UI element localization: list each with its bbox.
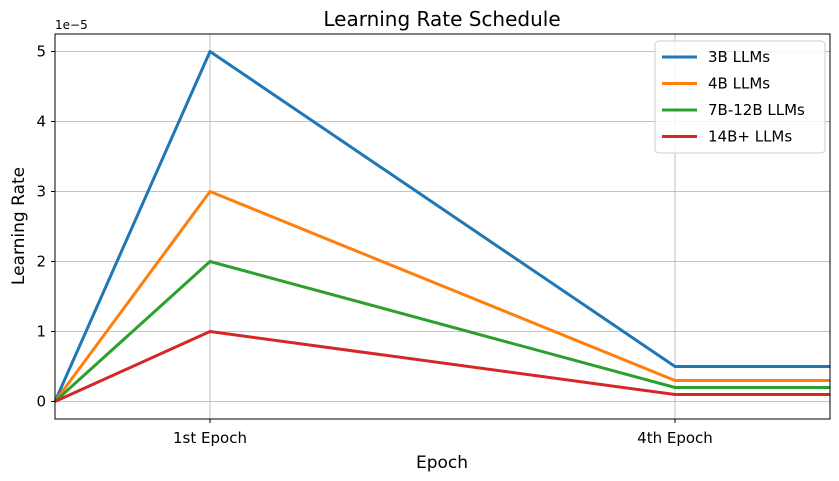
y-tick-label: 3	[36, 183, 46, 201]
y-tick-label: 0	[36, 393, 46, 411]
legend-label-7b-12b-llms: 7B-12B LLMs	[708, 101, 805, 119]
series-line-3b-llms	[53, 50, 830, 403]
legend-label-4b-llms: 4B LLMs	[708, 75, 770, 93]
plot-frame	[54, 33, 831, 420]
series-line-14b-llms	[54, 330, 830, 403]
y-axis-offset-label: 1e−5	[55, 18, 88, 32]
x-axis-label: Epoch	[416, 453, 468, 473]
legend-label-14b-llms: 14B+ LLMs	[708, 128, 792, 146]
series-line-7b-12b-llms	[53, 260, 830, 403]
x-tick-label: 4th Epoch	[637, 429, 713, 447]
y-tick-label: 5	[36, 43, 46, 61]
legend-label-3b-llms: 3B LLMs	[708, 48, 770, 66]
chart-title: Learning Rate Schedule	[323, 7, 560, 31]
series-lines	[53, 50, 830, 403]
grid	[55, 34, 830, 419]
y-tick-label: 2	[36, 253, 46, 271]
series-line-4b-llms	[53, 190, 830, 403]
y-tick-label: 4	[36, 113, 46, 131]
legend-box	[654, 40, 826, 154]
axis-ticks: 0 1 2 3 4 5 1st Epoch 4th Epoch	[36, 43, 712, 448]
legend: 3B LLMs 4B LLMs 7B-12B LLMs 14B+ LLMs	[654, 40, 826, 154]
y-axis-label: Learning Rate	[9, 167, 29, 285]
x-tick-label: 1st Epoch	[173, 429, 247, 447]
y-tick-label: 1	[36, 323, 46, 341]
